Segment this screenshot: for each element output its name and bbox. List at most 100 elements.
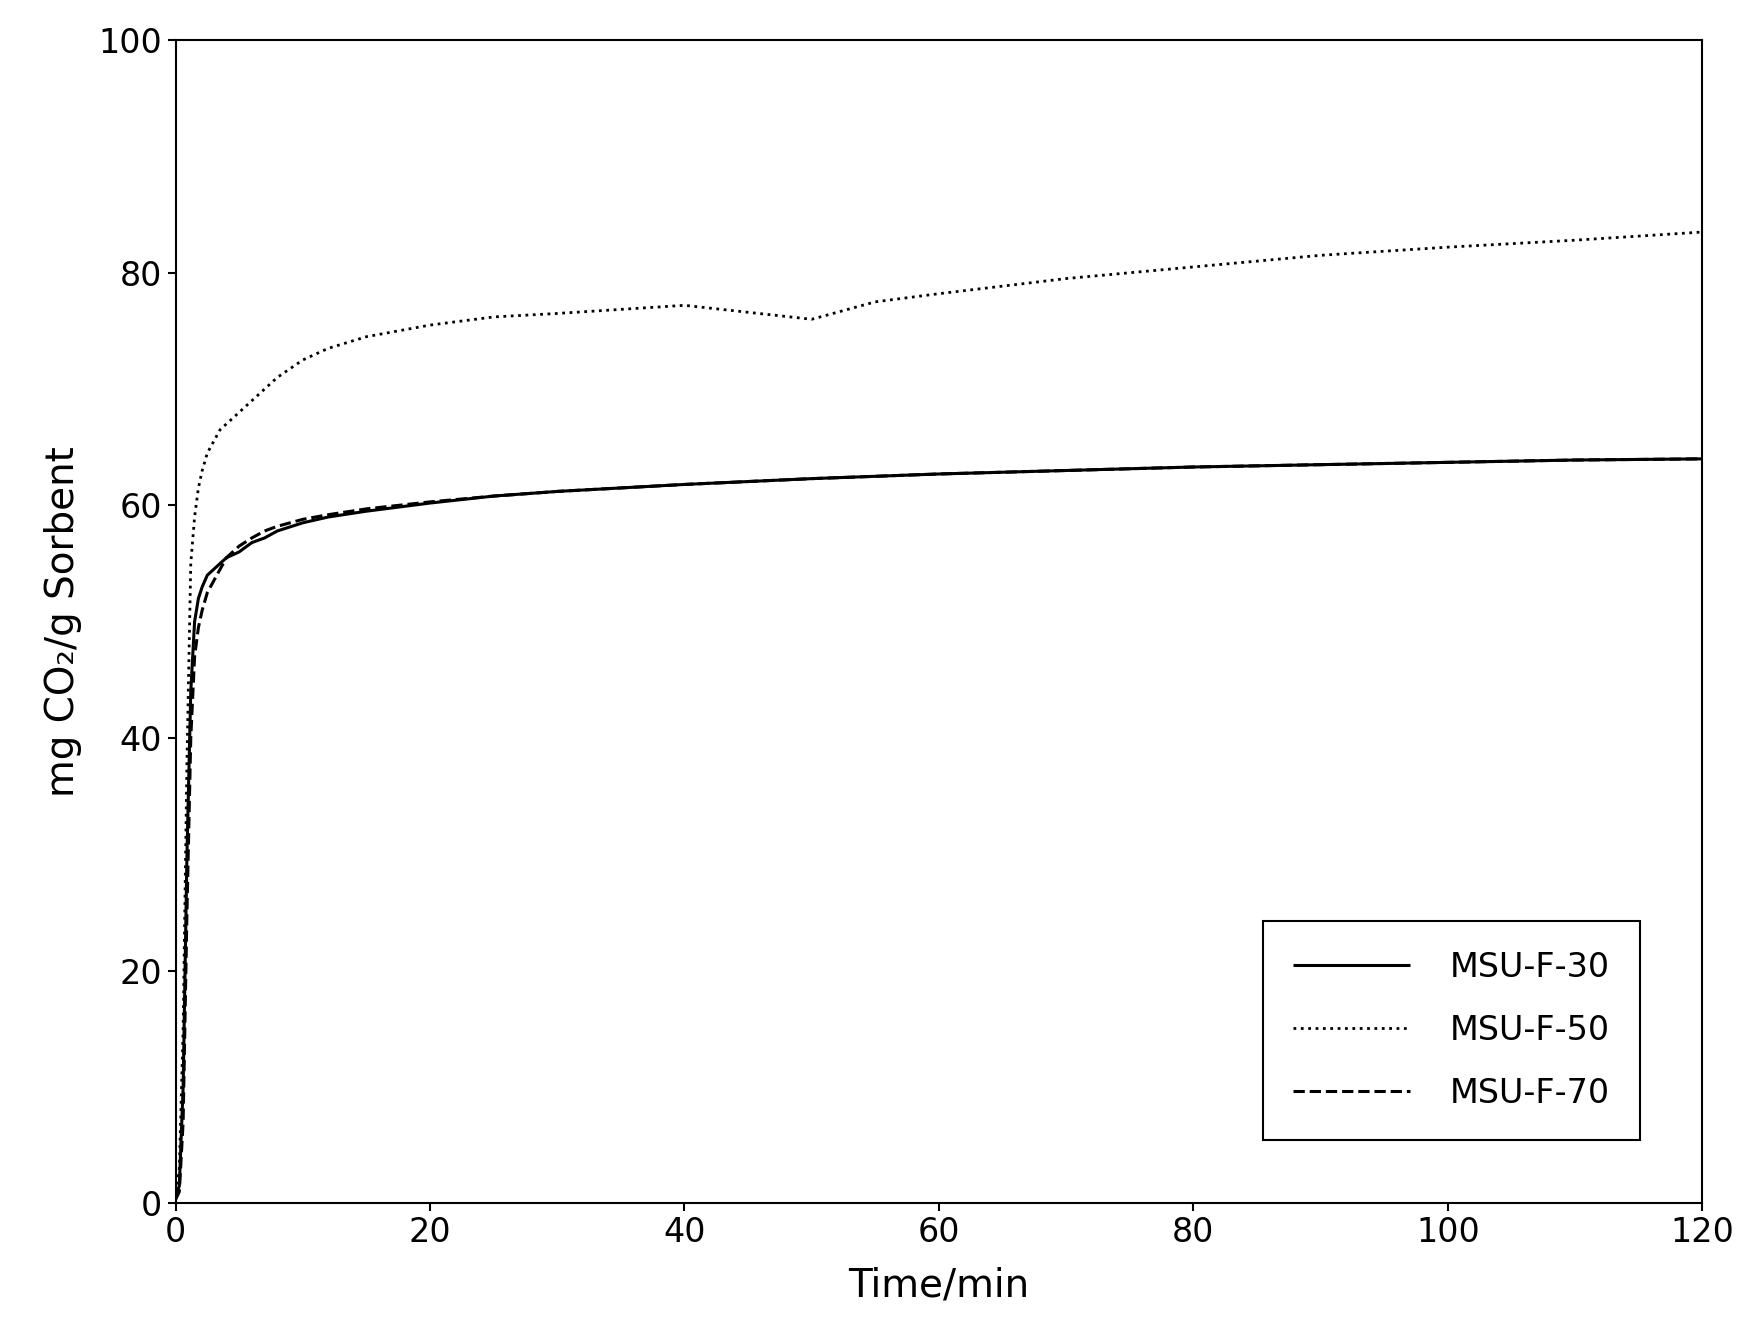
- MSU-F-50: [318, 341, 339, 357]
- MSU-F-50: [191, 463, 212, 479]
- MSU-F-30: [1437, 455, 1458, 471]
- X-axis label: Time/min: Time/min: [848, 1266, 1030, 1304]
- MSU-F-70: [267, 519, 288, 535]
- MSU-F-50: [483, 309, 504, 325]
- MSU-F-50: [800, 312, 821, 328]
- MSU-F-30: [177, 846, 198, 862]
- MSU-F-30: [204, 562, 225, 578]
- MSU-F-50: [1183, 259, 1204, 275]
- MSU-F-30: [188, 591, 209, 607]
- MSU-F-30: [318, 509, 339, 525]
- MSU-F-70: [419, 493, 441, 509]
- MSU-F-50: [674, 297, 695, 313]
- MSU-F-30: [240, 535, 263, 551]
- MSU-F-70: [181, 730, 202, 746]
- MSU-F-70: [216, 550, 237, 566]
- MSU-F-70: [240, 529, 263, 545]
- MSU-F-50: [419, 317, 441, 333]
- MSU-F-30: [184, 614, 205, 630]
- MSU-F-30: [546, 484, 567, 500]
- MSU-F-30: [419, 495, 441, 511]
- MSU-F-50: [1437, 239, 1458, 255]
- MSU-F-50: [188, 480, 209, 496]
- MSU-F-30: [1055, 463, 1076, 479]
- MSU-F-70: [177, 905, 198, 921]
- MSU-F-70: [168, 1183, 190, 1199]
- MSU-F-30: [254, 529, 276, 545]
- MSU-F-30: [1309, 457, 1330, 473]
- MSU-F-70: [228, 537, 249, 554]
- MSU-F-30: [216, 550, 237, 566]
- MSU-F-70: [1565, 452, 1587, 468]
- MSU-F-70: [165, 1191, 186, 1207]
- MSU-F-70: [191, 602, 212, 618]
- MSU-F-50: [197, 445, 218, 461]
- MSU-F-30: [228, 544, 249, 560]
- MSU-F-30: [800, 471, 821, 487]
- MSU-F-30: [168, 1178, 190, 1194]
- MSU-F-30: [674, 476, 695, 492]
- MSU-F-70: [1055, 463, 1076, 479]
- MSU-F-50: [1309, 247, 1330, 263]
- MSU-F-30: [181, 683, 202, 699]
- MSU-F-50: [928, 286, 949, 302]
- MSU-F-50: [291, 352, 312, 368]
- MSU-F-70: [928, 467, 949, 483]
- MSU-F-70: [483, 488, 504, 504]
- MSU-F-50: [1565, 233, 1587, 249]
- MSU-F-50: [865, 294, 886, 310]
- MSU-F-70: [674, 476, 695, 492]
- MSU-F-70: [800, 471, 821, 487]
- MSU-F-50: [356, 329, 377, 345]
- MSU-F-70: [188, 619, 209, 635]
- MSU-F-30: [209, 556, 230, 572]
- MSU-F-70: [204, 574, 225, 590]
- MSU-F-70: [546, 484, 567, 500]
- MSU-F-50: [1692, 225, 1713, 241]
- Line: MSU-F-70: MSU-F-70: [176, 459, 1702, 1199]
- MSU-F-50: [177, 753, 198, 769]
- Line: MSU-F-50: MSU-F-50: [176, 233, 1702, 1191]
- MSU-F-30: [291, 515, 312, 531]
- MSU-F-30: [191, 579, 212, 595]
- MSU-F-50: [204, 433, 225, 449]
- MSU-F-70: [1309, 457, 1330, 473]
- MSU-F-50: [184, 509, 205, 525]
- MSU-F-30: [165, 1190, 186, 1206]
- MSU-F-70: [1437, 455, 1458, 471]
- MSU-F-70: [318, 507, 339, 523]
- MSU-F-70: [1183, 459, 1204, 475]
- MSU-F-70: [254, 523, 276, 539]
- MSU-F-70: [1692, 451, 1713, 467]
- MSU-F-30: [1692, 451, 1713, 467]
- MSU-F-50: [546, 305, 567, 321]
- MSU-F-30: [172, 1079, 193, 1095]
- MSU-F-30: [928, 467, 949, 483]
- MSU-F-50: [254, 381, 276, 397]
- MSU-F-70: [184, 648, 205, 664]
- MSU-F-50: [172, 1021, 193, 1038]
- Y-axis label: mg CO₂/g Sorbent: mg CO₂/g Sorbent: [44, 447, 82, 797]
- MSU-F-50: [181, 556, 202, 572]
- MSU-F-30: [356, 503, 377, 519]
- MSU-F-30: [1565, 452, 1587, 468]
- Legend: MSU-F-30, MSU-F-50, MSU-F-70: MSU-F-30, MSU-F-50, MSU-F-70: [1264, 921, 1639, 1140]
- MSU-F-70: [356, 501, 377, 517]
- MSU-F-30: [197, 567, 218, 583]
- MSU-F-30: [483, 488, 504, 504]
- MSU-F-50: [216, 416, 237, 432]
- MSU-F-70: [209, 562, 230, 578]
- Line: MSU-F-30: MSU-F-30: [176, 459, 1702, 1198]
- MSU-F-70: [291, 511, 312, 527]
- MSU-F-50: [267, 369, 288, 385]
- MSU-F-50: [165, 1183, 186, 1199]
- MSU-F-50: [168, 1161, 190, 1177]
- MSU-F-50: [240, 393, 263, 409]
- MSU-F-50: [228, 404, 249, 420]
- MSU-F-70: [172, 1114, 193, 1130]
- MSU-F-30: [1183, 459, 1204, 475]
- MSU-F-50: [209, 421, 230, 437]
- MSU-F-30: [267, 523, 288, 539]
- MSU-F-50: [1055, 270, 1076, 286]
- MSU-F-70: [197, 584, 218, 600]
